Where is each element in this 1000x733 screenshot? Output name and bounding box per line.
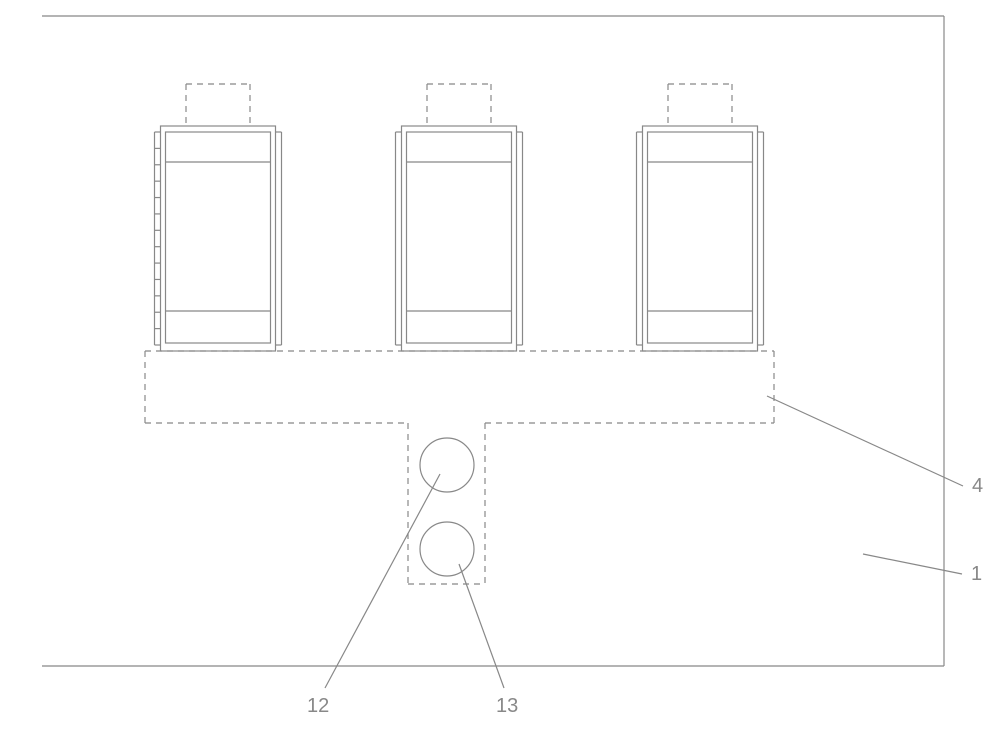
dashed-channel <box>145 84 774 584</box>
leader-l12 <box>325 474 440 688</box>
module-2 <box>396 126 523 351</box>
leader-l4 <box>767 396 963 486</box>
label-l13: 13 <box>496 695 518 717</box>
leader-l1 <box>863 554 962 574</box>
label-l12: 12 <box>307 695 329 717</box>
port-lower <box>420 522 474 576</box>
port-upper <box>420 438 474 492</box>
label-l1: 1 <box>971 563 982 585</box>
outer-frame <box>42 16 944 666</box>
label-l4: 4 <box>972 475 983 497</box>
module-1 <box>155 126 282 351</box>
module-3 <box>637 126 764 351</box>
leader-l13 <box>459 564 504 688</box>
